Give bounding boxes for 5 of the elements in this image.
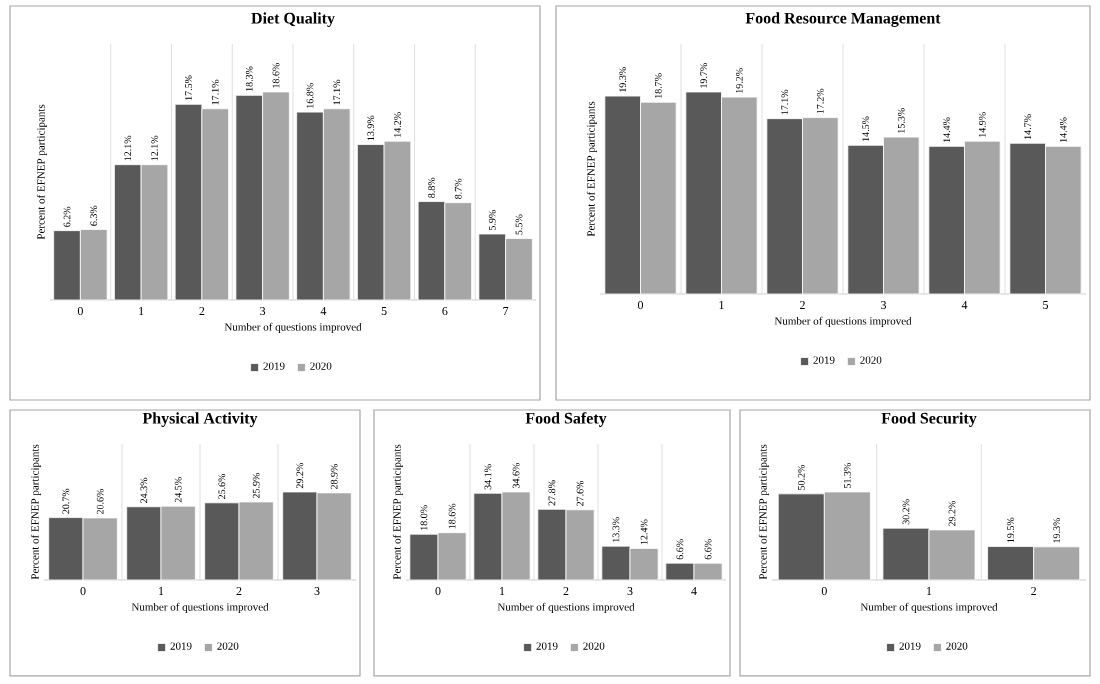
chart-title: Food Safety [525, 412, 607, 427]
chart-title: Food Security [881, 412, 977, 427]
chart-title: Diet Quality [251, 12, 335, 27]
chart-title: Food Resource Management [745, 12, 941, 27]
chart-title: Physical Activity [142, 412, 258, 427]
